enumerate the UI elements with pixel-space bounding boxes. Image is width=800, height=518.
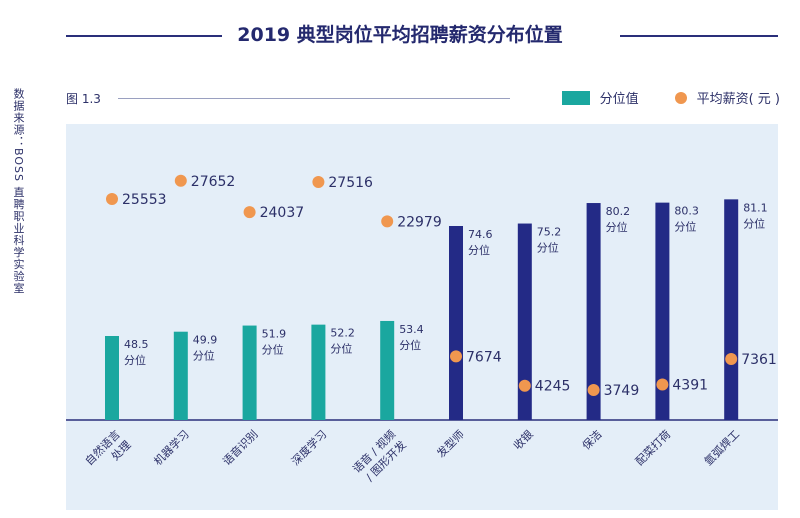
salary-label: 7361	[741, 352, 777, 368]
title-bar: 2019 典型岗位平均招聘薪资分布位置	[0, 20, 800, 52]
salary-label: 22979	[397, 214, 442, 230]
salary-label: 24037	[260, 205, 305, 221]
x-tick-label: 机器学习	[151, 427, 192, 468]
legend-dot-swatch	[674, 91, 687, 104]
salary-dot	[450, 350, 462, 363]
x-tick-label: 语音 / 视频/ 图形开发	[350, 427, 409, 484]
bar-unit-label: 分位	[262, 343, 284, 357]
bar	[655, 202, 670, 420]
salary-dot	[725, 353, 738, 366]
salary-label: 3749	[604, 383, 640, 399]
salary-label: 27516	[328, 175, 373, 191]
bar	[173, 331, 188, 420]
bar-unit-label: 分位	[330, 342, 352, 356]
salary-dot	[106, 193, 118, 205]
salary-label: 4245	[535, 379, 571, 395]
salary-dot	[587, 384, 600, 396]
bar-value-label: 53.4	[399, 323, 424, 336]
bar-value-label: 52.2	[330, 327, 355, 340]
chart-title: 2019 典型岗位平均招聘薪资分布位置	[237, 24, 563, 46]
legend-dot-label: 平均薪资( 元 )	[696, 92, 780, 107]
salary-dot	[243, 206, 256, 219]
bar	[311, 324, 326, 420]
x-tick-label-line: 配菜打荷	[632, 427, 673, 468]
bar-value-label: 51.9	[262, 328, 287, 341]
x-tick-label: 深度学习	[288, 427, 329, 468]
salary-label: 25553	[122, 192, 167, 208]
bar-value-label: 80.2	[606, 205, 631, 218]
x-tick-label: 收银	[510, 427, 535, 452]
bar-value-label: 74.6	[468, 228, 493, 241]
bar	[449, 226, 463, 420]
salary-label: 4391	[672, 377, 708, 393]
salary-dot	[174, 174, 187, 187]
legend: 分位值 平均薪资( 元 )	[561, 88, 780, 107]
x-tick-label: 发型师	[434, 427, 467, 460]
salary-dot	[381, 215, 394, 228]
x-tick-label: 语音识别	[220, 427, 261, 468]
bar-unit-label: 分位	[468, 243, 490, 257]
salary-label: 27652	[191, 174, 236, 190]
x-tick-label-line: 语音识别	[220, 427, 261, 468]
bar	[105, 336, 119, 420]
figure-label: 图 1.3	[66, 92, 101, 106]
source-note: 数据来源：BOSS 直聘职业科学实验室	[12, 88, 25, 295]
x-tick-label-line: 机器学习	[151, 427, 192, 468]
bar-value-label: 48.5	[124, 338, 149, 351]
x-tick-label-line: 收银	[510, 427, 535, 452]
title-right-rule	[620, 35, 778, 37]
x-tick-label: 保洁	[579, 427, 604, 452]
bar-value-label: 75.2	[537, 226, 562, 239]
legend-bar-label: 分位值	[599, 92, 639, 107]
bar-unit-label: 分位	[674, 220, 696, 234]
bar-unit-label: 分位	[124, 353, 146, 367]
x-tick-label-line: 保洁	[579, 427, 604, 452]
salary-dot	[312, 175, 325, 188]
bar-unit-label: 分位	[743, 216, 765, 230]
title-left-rule	[66, 35, 222, 37]
bar	[724, 199, 739, 420]
salary-label: 7674	[466, 349, 502, 365]
x-tick-label-line: 氩弧焊工	[701, 427, 742, 468]
bar-unit-label: 分位	[399, 338, 421, 352]
bar-value-label: 80.3	[674, 205, 699, 218]
bar	[586, 203, 601, 420]
bar	[242, 325, 257, 420]
x-tick-label-line: 发型师	[434, 427, 467, 460]
bar-value-label: 49.9	[193, 334, 218, 347]
bar	[380, 320, 395, 420]
bar-unit-label: 分位	[606, 220, 628, 234]
x-tick-label: 配菜打荷	[632, 427, 673, 468]
x-tick-label-line: 深度学习	[288, 427, 329, 468]
bar	[517, 223, 532, 420]
salary-dot	[656, 378, 669, 391]
figure-rule	[118, 98, 510, 99]
bar-value-label: 81.1	[743, 201, 768, 214]
salary-dot	[518, 379, 531, 392]
bar-unit-label: 分位	[193, 349, 215, 363]
x-tick-label: 氩弧焊工	[701, 427, 742, 468]
bar-unit-label: 分位	[537, 241, 559, 255]
legend-bar-swatch	[561, 90, 590, 105]
